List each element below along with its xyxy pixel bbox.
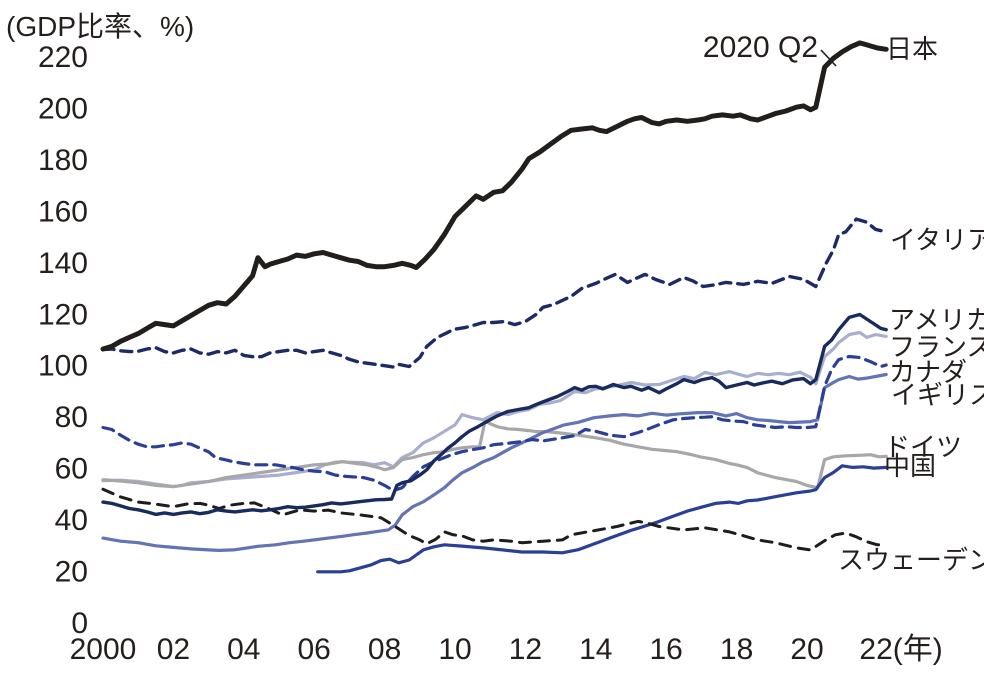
annotation-leader-line (820, 49, 837, 67)
series-label-canada: カナダ (889, 357, 967, 387)
y-tick-label: 0 (71, 607, 88, 640)
series-line-usa (101, 312, 888, 517)
x-axis-tick-labels: 2000 02 04 06 08 10 12 14 16 18 20 22(年) (70, 633, 943, 666)
series-line-germany (101, 420, 888, 490)
series-label-sweden: スウェーデン (838, 545, 984, 575)
series-label-uk: イギリス (891, 380, 984, 410)
series-label-usa: アメリカ (889, 305, 984, 335)
y-tick-label: 180 (38, 144, 88, 177)
x-tick-label: 06 (298, 633, 331, 666)
y-tick-label: 160 (38, 195, 88, 228)
series-line-canada (101, 354, 888, 493)
y-tick-label: 60 (55, 453, 88, 486)
series-line-china (316, 464, 888, 574)
x-tick-label: 02 (157, 633, 190, 666)
x-tick-label: 16 (650, 633, 683, 666)
y-tick-label: 20 (55, 556, 88, 589)
y-tick-label: 140 (38, 247, 88, 280)
y-tick-label: 100 (38, 350, 88, 383)
series-label-japan: 日本 (886, 34, 938, 64)
x-tick-label: 12 (509, 633, 542, 666)
series-line-italy (101, 217, 888, 369)
x-tick-label: 18 (720, 633, 753, 666)
y-tick-label: 80 (55, 401, 88, 434)
x-tick-label: 22(年) (859, 633, 942, 666)
x-tick-label: 10 (438, 633, 471, 666)
series-label-germany: ドイツ (884, 432, 962, 462)
y-tick-label: 220 (38, 41, 88, 74)
x-tick-label: 20 (790, 633, 823, 666)
series-label-china: 中国 (884, 451, 936, 481)
series-line-uk (101, 372, 888, 552)
series-label-france: フランス (889, 332, 984, 362)
series-lines (100, 40, 889, 574)
y-tick-label: 120 (38, 298, 88, 331)
x-tick-label: 14 (579, 633, 612, 666)
x-tick-label: 04 (227, 633, 260, 666)
annotation-2020q2: 2020 Q2 (703, 31, 818, 64)
y-tick-label: 40 (55, 504, 88, 537)
x-tick-label: 2000 (70, 633, 137, 666)
series-label-italy: イタリア (890, 225, 984, 255)
series-line-france (101, 330, 888, 489)
x-tick-label: 08 (368, 633, 401, 666)
series-line-sweden (101, 487, 888, 552)
y-axis-title: (GDP比率、%) (6, 11, 194, 42)
series-line-japan (100, 40, 889, 352)
y-tick-label: 200 (38, 92, 88, 125)
